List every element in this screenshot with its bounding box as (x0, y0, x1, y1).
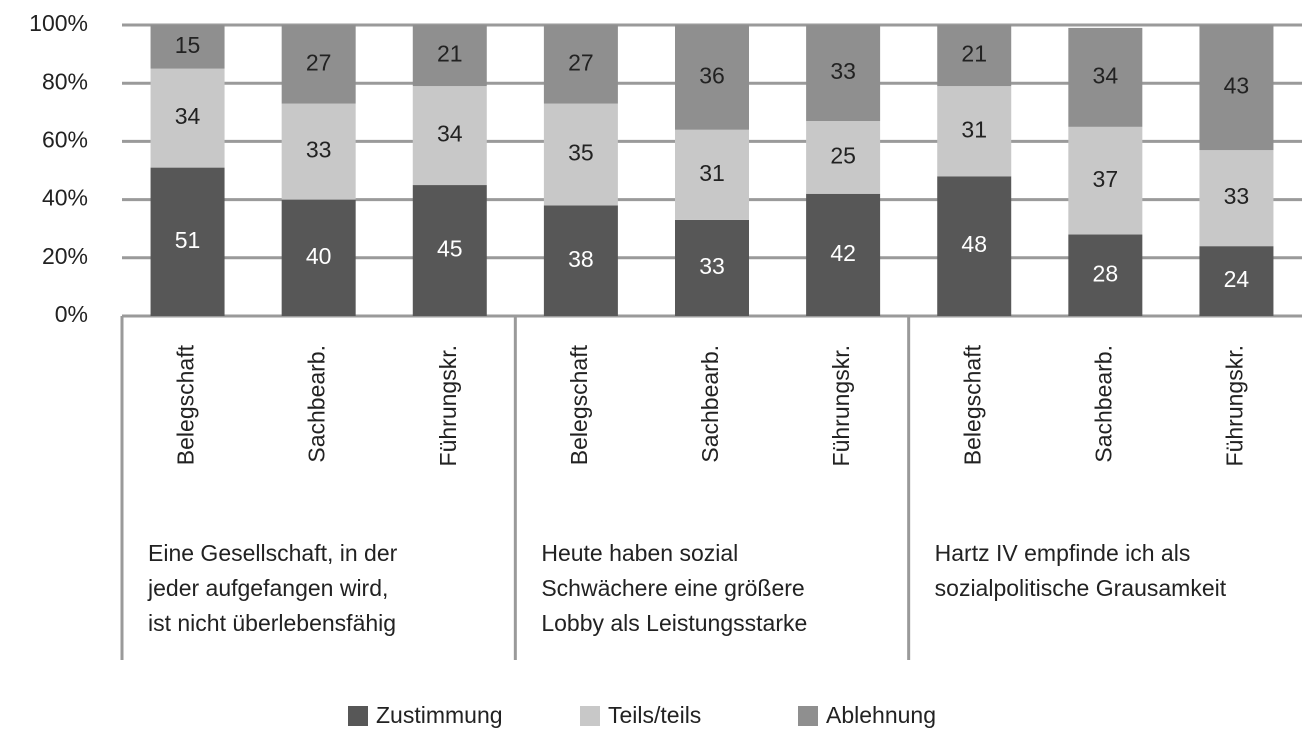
x-tick-label: Sachbearb. (697, 345, 723, 463)
legend-swatch (580, 706, 600, 726)
value-label: 42 (830, 240, 856, 266)
value-label: 27 (568, 49, 594, 75)
bar-segment (1199, 25, 1274, 151)
y-tick-label: 60% (42, 126, 88, 152)
legend-label: Teils/teils (608, 702, 701, 728)
bar-segment (281, 199, 356, 316)
y-tick-label: 80% (42, 68, 88, 94)
group-label: Hartz IV empfinde ich als (935, 540, 1191, 566)
legend-label: Zustimmung (376, 702, 503, 728)
group-label: sozialpolitische Grausamkeit (935, 575, 1227, 601)
bar-segment (675, 219, 749, 316)
value-label: 51 (175, 227, 201, 253)
y-tick-label: 20% (42, 243, 88, 269)
bar-segment (937, 25, 1012, 87)
value-label: 35 (568, 140, 594, 166)
bar-segment (1068, 27, 1143, 127)
bar-segment (937, 86, 1012, 177)
value-label: 27 (306, 49, 332, 75)
bar-segment (150, 25, 225, 69)
bar-segment (543, 103, 618, 206)
value-label: 33 (699, 253, 725, 279)
bar-segment (937, 176, 1012, 316)
value-label: 25 (830, 142, 856, 168)
value-label: 37 (1093, 166, 1119, 192)
bar-segment (675, 25, 749, 130)
legend-swatch (798, 706, 818, 726)
value-label: 31 (699, 160, 725, 186)
value-label: 34 (437, 121, 463, 147)
x-tick-label: Belegschaft (566, 344, 592, 465)
group-label: Eine Gesellschaft, in der (148, 540, 398, 566)
value-label: 33 (306, 137, 332, 163)
legend-label: Ablehnung (826, 702, 936, 728)
group-label: ist nicht überlebensfähig (148, 610, 396, 636)
x-tick-label: Belegschaft (959, 344, 985, 465)
value-label: 45 (437, 236, 463, 262)
value-label: 33 (830, 58, 856, 84)
bar-segment (1068, 234, 1143, 316)
x-tick-label: Führungskr. (828, 345, 854, 466)
y-tick-label: 0% (55, 301, 88, 327)
bar-segment (675, 129, 749, 220)
bar-segment (412, 185, 487, 316)
y-tick-label: 40% (42, 185, 88, 211)
group-label: Lobby als Leistungsstarke (541, 610, 807, 636)
x-tick-label: Belegschaft (173, 344, 199, 465)
value-label: 36 (699, 62, 725, 88)
bar-segment (1199, 246, 1274, 316)
value-label: 40 (306, 243, 332, 269)
value-label: 24 (1224, 266, 1250, 292)
x-tick-label: Führungskr. (1222, 345, 1248, 466)
legend-swatch (348, 706, 368, 726)
group-label: jeder aufgefangen wird, (147, 575, 388, 601)
bar-segment (806, 193, 881, 316)
group-label: Heute haben sozial (541, 540, 738, 566)
value-label: 21 (437, 41, 463, 67)
value-label: 43 (1224, 73, 1250, 99)
bar-segment (806, 25, 881, 122)
value-label: 28 (1093, 260, 1119, 286)
bar-segment (412, 86, 487, 186)
bar-segment (1199, 150, 1274, 247)
bar-segment (543, 25, 618, 104)
value-label: 21 (961, 41, 987, 67)
bar-segment (1068, 126, 1143, 235)
x-tick-label: Sachbearb. (304, 345, 330, 463)
group-label: Schwächere eine größere (541, 575, 804, 601)
bar-segment (150, 68, 225, 168)
x-tick-label: Sachbearb. (1090, 345, 1116, 463)
bar-segment (806, 121, 881, 194)
value-label: 33 (1224, 183, 1250, 209)
bar-segment (281, 25, 356, 104)
value-label: 38 (568, 246, 594, 272)
x-tick-label: Führungskr. (435, 345, 461, 466)
bar-segment (412, 25, 487, 87)
bar-segment (281, 103, 356, 200)
value-label: 34 (1093, 62, 1119, 88)
value-label: 48 (961, 231, 987, 257)
value-label: 31 (961, 116, 987, 142)
bar-segment (543, 205, 618, 316)
value-label: 34 (175, 103, 201, 129)
bar-segment (150, 167, 225, 316)
value-label: 15 (175, 32, 201, 58)
y-tick-label: 100% (29, 10, 88, 36)
